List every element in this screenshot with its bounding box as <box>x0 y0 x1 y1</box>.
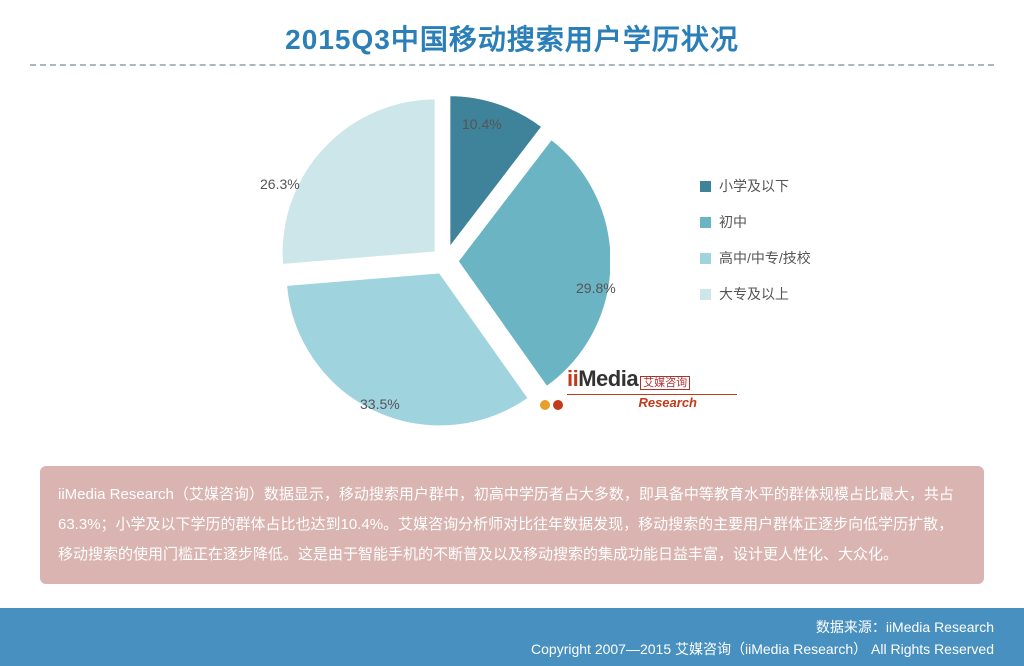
watermark-logo: iiMedia 艾媒咨询 Research <box>540 366 737 410</box>
logo-text-cn: 艾媒咨询 <box>640 376 690 390</box>
logo-subtext: Research <box>638 395 697 410</box>
legend-swatch <box>700 181 711 192</box>
legend-swatch <box>700 253 711 264</box>
footer-source: 数据来源：iiMedia Research <box>0 616 994 638</box>
footer: 数据来源：iiMedia Research Copyright 2007—201… <box>0 608 1024 666</box>
page-title: 2015Q3中国移动搜索用户学历状况 <box>0 18 1024 58</box>
legend-item: 大专及以上 <box>700 284 811 304</box>
footer-copyright: Copyright 2007—2015 艾媒咨询（iiMedia Researc… <box>0 638 994 660</box>
logo-prefix: ii <box>567 366 578 391</box>
legend-label: 大专及以上 <box>719 284 789 304</box>
description-text: iiMedia Research（艾媒咨询）数据显示，移动搜索用户群中，初高中学… <box>58 486 954 563</box>
title-area: 2015Q3中国移动搜索用户学历状况 <box>0 0 1024 66</box>
slice-label: 26.3% <box>260 176 300 192</box>
legend-item: 高中/中专/技校 <box>700 248 811 268</box>
legend-swatch <box>700 289 711 300</box>
chart-area: 10.4% 29.8% 33.5% 26.3% 小学及以下初中高中/中专/技校大专及以… <box>0 66 1024 466</box>
legend-label: 小学及以下 <box>719 176 789 196</box>
legend-label: 初中 <box>719 212 747 232</box>
legend-item: 小学及以下 <box>700 176 811 196</box>
slice-label: 33.5% <box>360 396 400 412</box>
logo-dot-icon <box>553 400 563 410</box>
logo-text-en: Media <box>578 366 638 391</box>
description-box: iiMedia Research（艾媒咨询）数据显示，移动搜索用户群中，初高中学… <box>40 466 984 584</box>
legend-swatch <box>700 217 711 228</box>
legend-label: 高中/中专/技校 <box>719 248 811 268</box>
legend-item: 初中 <box>700 212 811 232</box>
slice-label: 29.8% <box>576 280 616 296</box>
legend: 小学及以下初中高中/中专/技校大专及以上 <box>700 176 811 320</box>
logo-dot-icon <box>540 400 550 410</box>
pie-slice <box>281 98 436 266</box>
slice-label: 10.4% <box>462 116 502 132</box>
